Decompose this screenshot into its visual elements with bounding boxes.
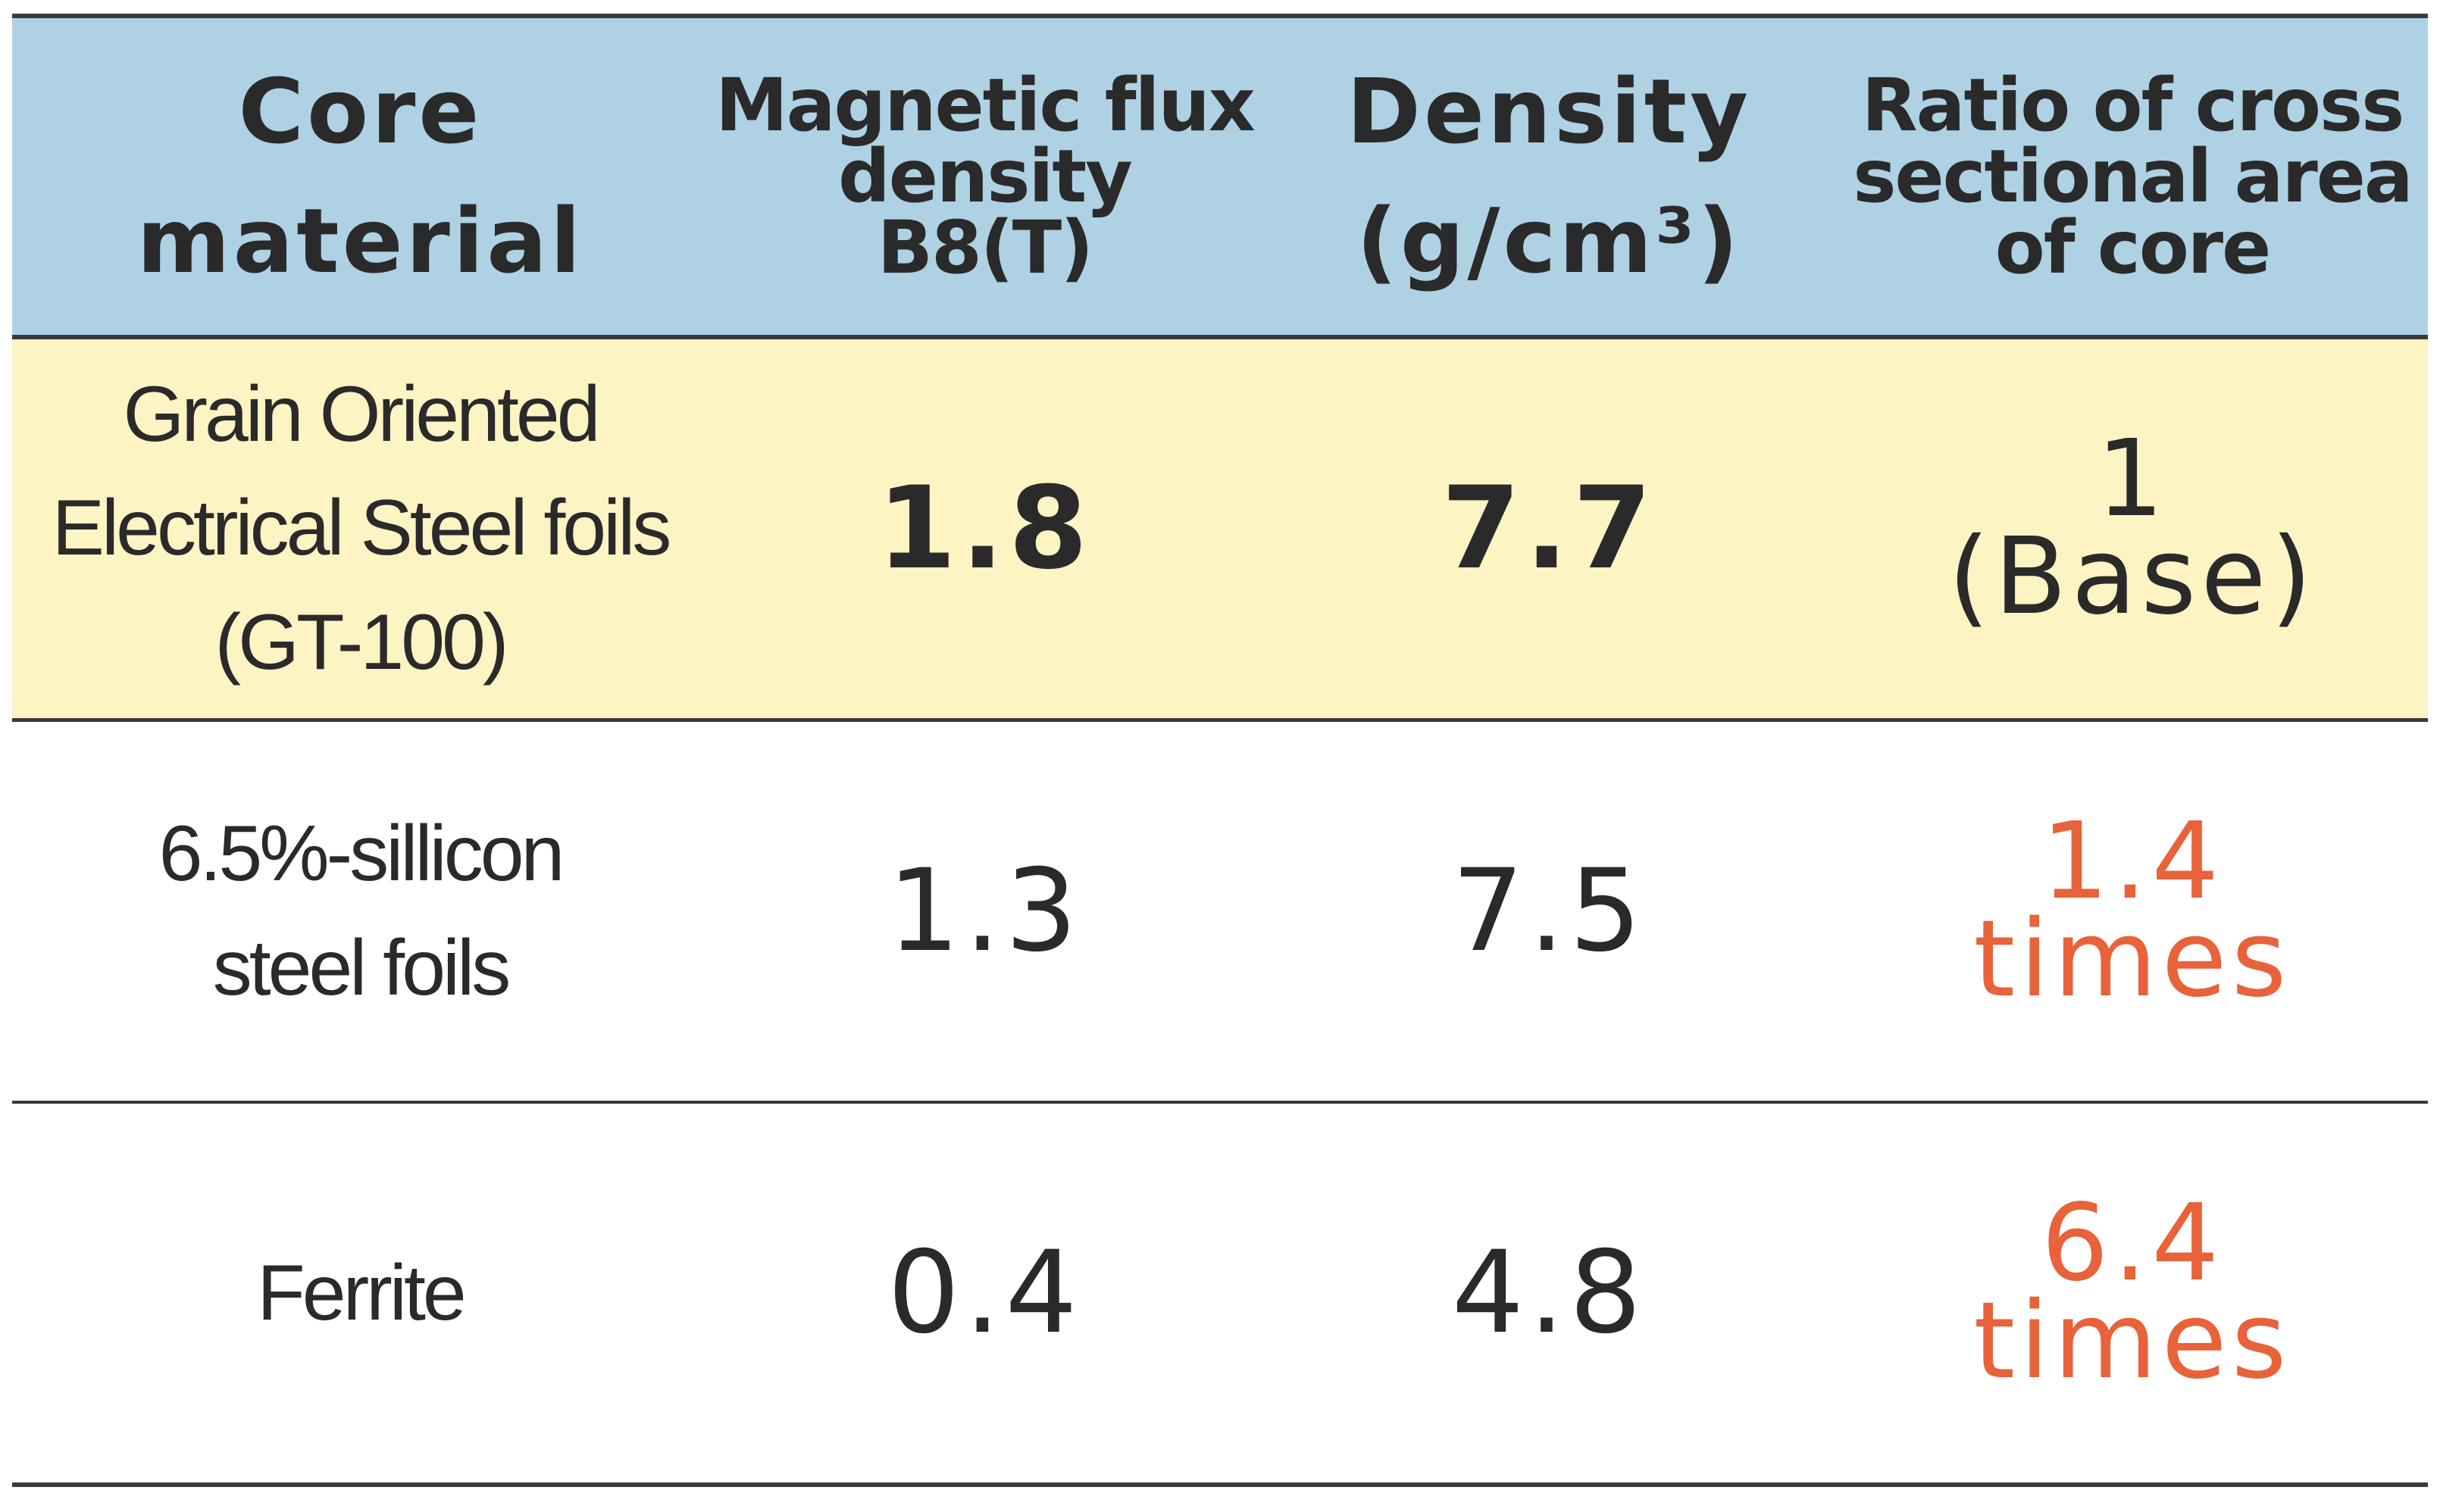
flux-cell: 1.8 <box>877 462 1093 595</box>
table-row: 6.5%-sillicon steel foils 1.3 7.5 1.4 ti… <box>12 720 2428 1102</box>
flux-cell: 0.4 <box>887 1227 1082 1359</box>
table-row: Ferrite 0.4 4.8 6.4 times <box>12 1102 2428 1485</box>
header-cell: Core material <box>136 58 584 293</box>
density-cell: 7.7 <box>1441 462 1656 595</box>
header-row: Core material Magnetic flux density B8(T… <box>12 16 2428 337</box>
header-cell: Density (g/cm³) <box>1347 58 1751 293</box>
ratio-cell: 1 (Base) <box>1947 417 2317 639</box>
material-cell: Grain Oriented Electrical Steel foils (G… <box>52 370 672 687</box>
table-header: Core material Magnetic flux density B8(T… <box>12 16 2428 337</box>
material-cell: Ferrite <box>257 1248 466 1337</box>
material-cell: 6.5%-sillicon steel foils <box>158 809 565 1012</box>
flux-cell: 1.3 <box>887 845 1082 977</box>
table-body: Grain Oriented Electrical Steel foils (G… <box>12 337 2428 1485</box>
table-row: Grain Oriented Electrical Steel foils (G… <box>12 337 2428 720</box>
ratio-cell: 6.4 times <box>1973 1182 2291 1403</box>
ratio-cell: 1.4 times <box>1973 799 2291 1021</box>
header-cell: Magnetic flux density B8(T) <box>715 62 1256 291</box>
header-cell: Ratio of cross sectional area of core <box>1853 62 2413 291</box>
density-cell: 4.8 <box>1451 1227 1647 1359</box>
comparison-table: Core material Magnetic flux density B8(T… <box>12 14 2428 1487</box>
density-cell: 7.5 <box>1451 845 1647 977</box>
